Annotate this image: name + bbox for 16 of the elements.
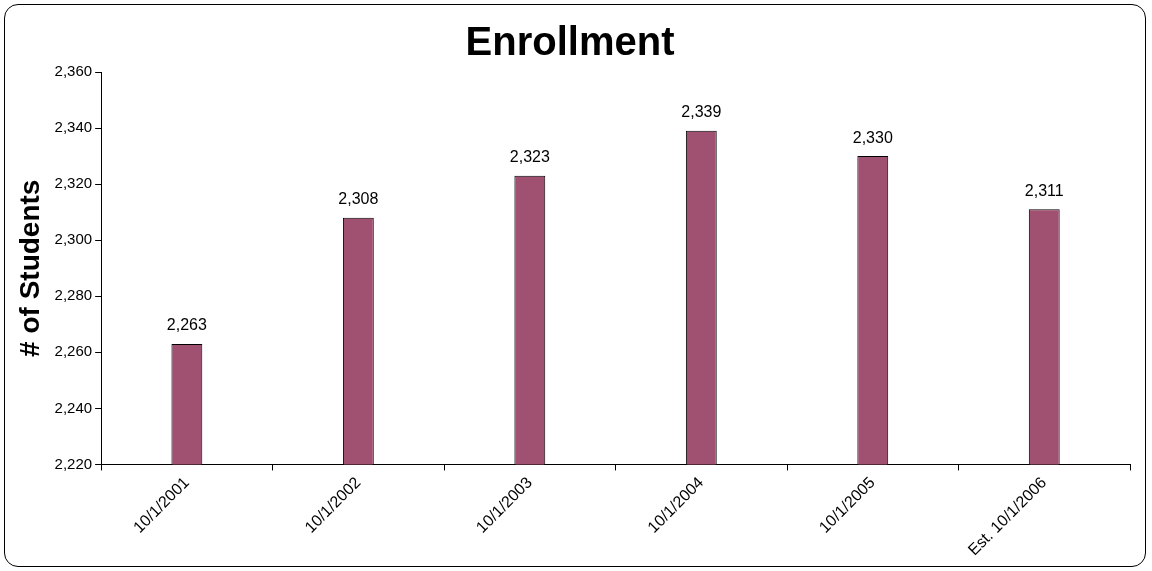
chart-title: Enrollment [465, 19, 675, 64]
y-tick-label: 2,220 [54, 454, 93, 472]
y-tick-label: 2,320 [54, 174, 93, 192]
y-tick-label: 2,300 [54, 230, 93, 248]
data-label: 2,308 [338, 190, 379, 208]
data-label: 2,311 [1024, 181, 1064, 199]
data-label: 2,339 [681, 103, 722, 121]
y-tick-label: 2,280 [54, 286, 93, 304]
y-tick-label: 2,240 [54, 398, 93, 416]
data-label: 2,330 [852, 128, 893, 146]
y-tick-label: 2,360 [54, 62, 93, 80]
data-label: 2,263 [166, 316, 207, 334]
y-tick-label: 2,340 [54, 118, 93, 136]
y-axis-title: # of Students [13, 179, 45, 357]
data-label: 2,323 [509, 148, 550, 166]
y-tick-label: 2,260 [54, 342, 93, 360]
